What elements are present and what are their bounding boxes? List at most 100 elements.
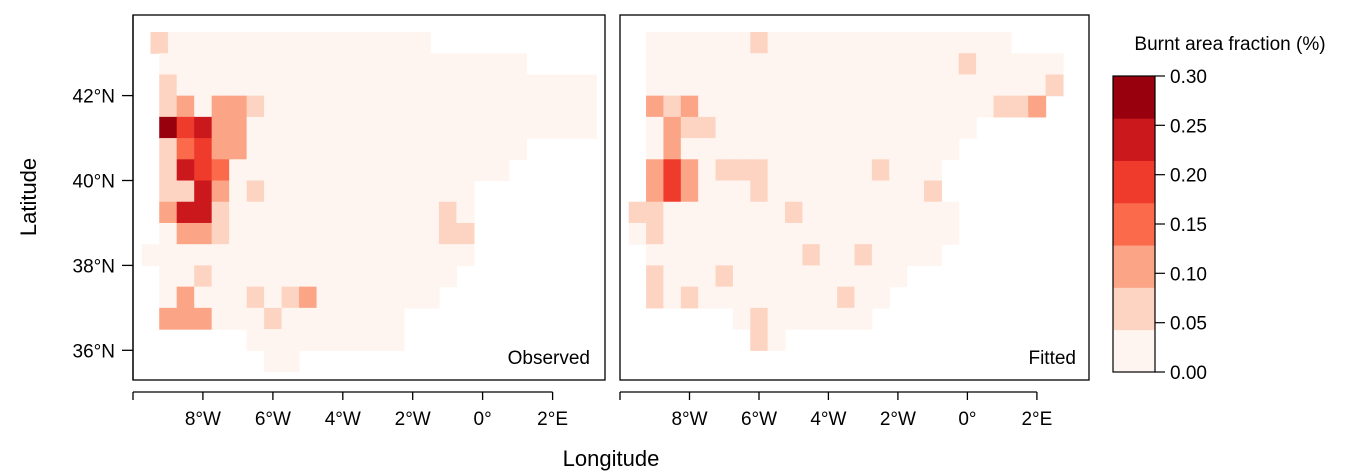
grid-cell	[526, 74, 545, 97]
grid-cell	[351, 138, 370, 160]
grid-cell	[750, 116, 769, 139]
grid-cell	[299, 265, 318, 288]
y-tick-label: 40°N	[73, 172, 115, 193]
grid-cell	[663, 53, 682, 76]
grid-cell	[176, 159, 195, 182]
grid-cell	[578, 95, 597, 118]
x-tick-label: 0°	[474, 409, 492, 430]
grid-cell	[202, 31, 222, 54]
grid-cell	[837, 159, 856, 182]
grid-cell	[663, 180, 682, 203]
colorbar-title: Burnt area fraction (%)	[1134, 34, 1325, 55]
grid-cell	[229, 307, 248, 330]
grid-cell	[229, 116, 248, 139]
grid-cell	[750, 286, 769, 309]
grid-cell	[176, 180, 195, 203]
grid-cell	[923, 222, 942, 245]
grid-cell	[732, 53, 751, 76]
grid-cell	[923, 159, 942, 182]
grid-cell	[819, 286, 838, 309]
grid-cell	[543, 116, 562, 139]
grid-cell	[1028, 74, 1047, 97]
grid-cell	[159, 95, 178, 118]
grid-cell	[750, 138, 769, 160]
grid-cell	[767, 329, 786, 351]
grid-cell	[438, 138, 458, 160]
grid-cell	[229, 138, 248, 160]
grid-cell	[281, 265, 300, 288]
grid-cell	[508, 53, 527, 76]
grid-cell	[906, 53, 925, 76]
grid-cell	[802, 159, 821, 182]
grid-cell	[698, 244, 717, 267]
grid-cell	[246, 74, 265, 97]
grid-cell	[369, 116, 388, 139]
grid-cell	[403, 53, 423, 76]
grid-cell	[750, 53, 769, 76]
grid-cell	[299, 53, 318, 76]
grid-cell	[403, 244, 423, 267]
grid-cell	[194, 244, 213, 267]
grid-cell	[732, 307, 751, 330]
grid-cell	[194, 116, 213, 139]
grid-cell	[299, 286, 318, 309]
grid-cell	[194, 159, 213, 182]
grid-cell	[281, 74, 300, 97]
grid-cell	[351, 95, 370, 118]
colorbar-tick-label: 0.05	[1170, 314, 1207, 335]
grid-cell	[369, 159, 388, 182]
grid-cell	[229, 222, 248, 245]
grid-cell	[421, 222, 440, 245]
grid-cell	[646, 244, 665, 267]
grid-cell	[750, 201, 769, 224]
grid-cell	[1028, 95, 1047, 118]
grid-cell	[871, 116, 890, 139]
grid-cell	[456, 116, 475, 139]
grid-cell	[889, 265, 908, 288]
grid-cell	[871, 74, 890, 97]
grid-cell	[819, 95, 838, 118]
grid-cell	[923, 31, 942, 54]
grid-cell	[889, 180, 908, 203]
grid-cell	[767, 159, 786, 182]
grid-cell	[628, 222, 647, 245]
grid-cell	[1045, 74, 1064, 97]
grid-cell	[802, 244, 821, 267]
grid-cell	[854, 286, 873, 309]
grid-cell	[281, 116, 300, 139]
grid-cell	[299, 95, 318, 118]
grid-cell	[543, 95, 562, 118]
grid-cell	[941, 138, 960, 160]
grid-cell	[958, 31, 977, 54]
grid-cell	[237, 31, 256, 54]
grid-cell	[176, 116, 195, 139]
grid-cell	[819, 201, 838, 224]
grid-cell	[246, 329, 265, 351]
grid-cell	[1010, 74, 1029, 97]
grid-cell	[663, 95, 682, 118]
grid-cell	[176, 244, 195, 267]
grid-cell	[491, 53, 510, 76]
grid-cell	[871, 265, 890, 288]
grid-cell	[264, 286, 283, 309]
grid-cell	[281, 180, 300, 203]
grid-cell	[854, 53, 873, 76]
grid-cell	[785, 222, 803, 245]
grid-cell	[403, 116, 423, 139]
grid-cell	[299, 159, 318, 182]
grid-cell	[334, 307, 353, 330]
grid-cell	[715, 116, 734, 139]
colorbar-swatch	[1113, 287, 1155, 331]
grid-cell	[351, 116, 370, 139]
grid-cell	[438, 95, 458, 118]
grid-cell	[316, 222, 335, 245]
grid-cell	[750, 222, 769, 245]
colorbar-legend: Burnt area fraction (%) 0.00 0.05 0.10 0.15…	[1112, 34, 1326, 384]
grid-cell	[750, 307, 769, 330]
grid-cell	[785, 180, 803, 203]
grid-cell	[958, 74, 977, 97]
fitted-x-axis: 8°W 6°W 4°W 2°W 0° 2°E	[619, 391, 1052, 430]
grid-cell	[941, 95, 960, 118]
grid-cell	[369, 53, 388, 76]
grid-cell	[802, 74, 821, 97]
